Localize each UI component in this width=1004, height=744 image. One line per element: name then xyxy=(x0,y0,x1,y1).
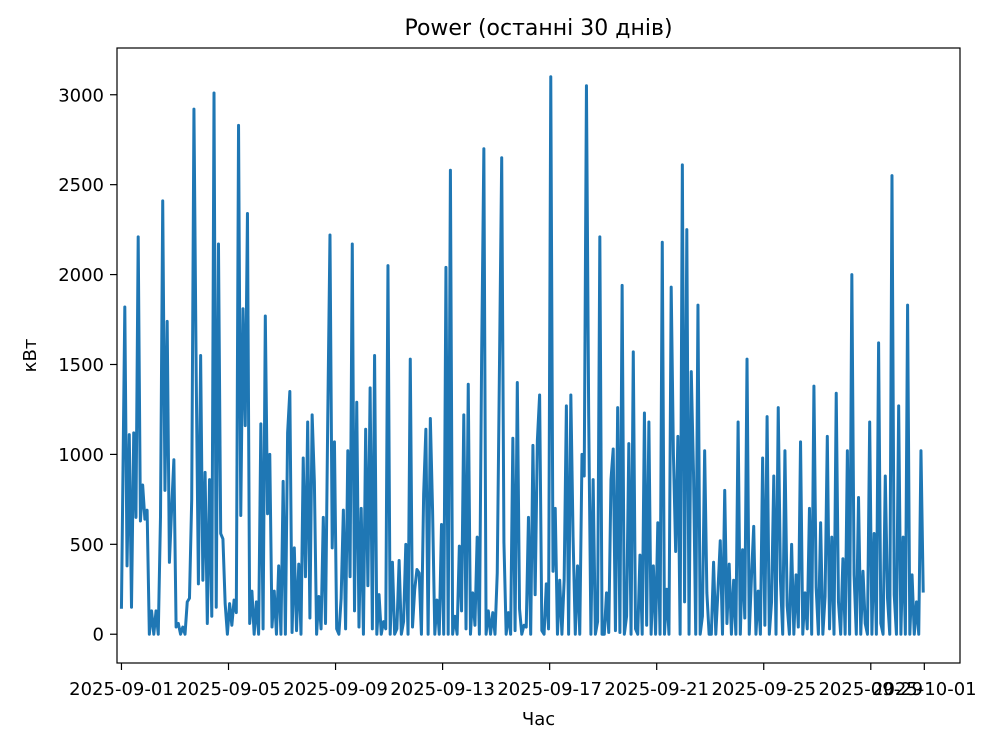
x-axis-label: Час xyxy=(522,709,555,730)
y-tick-label: 2000 xyxy=(58,265,104,286)
x-tick-label: 2025-09-21 xyxy=(604,679,709,700)
y-tick-label: 3000 xyxy=(58,85,104,106)
y-tick-label: 2500 xyxy=(58,175,104,196)
y-axis: 0 500 1000 1500 2000 2500 3000 xyxy=(58,85,117,646)
x-tick-label: 2025-09-17 xyxy=(497,679,602,700)
x-tick-label: 2025-10-01 xyxy=(872,679,977,700)
y-axis-label: кВт xyxy=(20,339,41,373)
y-tick-label: 1500 xyxy=(58,355,104,376)
x-axis: 2025-09-01 2025-09-05 2025-09-09 2025-09-13… xyxy=(69,663,977,700)
chart-title: Power (останні 30 днів) xyxy=(404,16,672,41)
x-tick-label: 2025-09-25 xyxy=(711,679,816,700)
x-tick-label: 2025-09-05 xyxy=(176,679,281,700)
x-tick-label: 2025-09-29 xyxy=(818,679,923,700)
x-tick-label: 2025-09-01 xyxy=(69,679,174,700)
series-layer xyxy=(119,75,925,636)
series-line-0 xyxy=(119,75,925,636)
y-tick-label: 1000 xyxy=(58,445,104,466)
y-tick-label: 500 xyxy=(70,535,104,556)
x-tick-label: 2025-09-09 xyxy=(283,679,388,700)
x-tick-label: 2025-09-13 xyxy=(390,679,495,700)
y-tick-label: 0 xyxy=(93,625,104,646)
plot-frame xyxy=(116,47,961,664)
